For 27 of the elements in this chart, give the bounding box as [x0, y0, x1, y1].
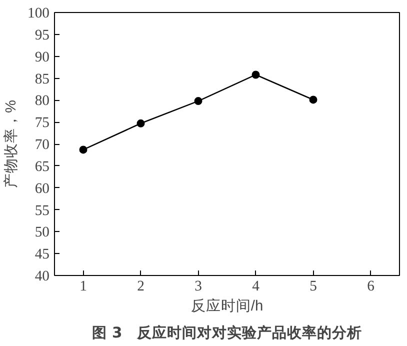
point	[194, 97, 202, 106]
y-tick-label: 45	[34, 246, 50, 263]
text: 图 3 反应时间对对实验产品收率的分析	[92, 324, 362, 342]
point	[79, 146, 88, 154]
y-tick-label: 50	[34, 224, 50, 241]
x-tick-label: 4	[252, 278, 260, 294]
point	[309, 96, 318, 104]
x-tick-label: 5	[310, 278, 317, 294]
y-tick-label: 80	[34, 93, 50, 110]
y-tick-label: 95	[34, 27, 50, 44]
y-tick-label: 60	[34, 180, 50, 197]
x-tick-label: 1	[80, 278, 87, 294]
x-tick-label: 3	[194, 278, 202, 294]
y-tick-label: 70	[34, 137, 50, 153]
y-tick-label: 55	[34, 202, 50, 219]
y-tick-label: 75	[34, 115, 50, 132]
point	[136, 119, 145, 128]
y-tick-label: 100	[28, 6, 50, 22]
y-tick-label: 90	[34, 49, 50, 66]
x-tick-label: 2	[137, 278, 144, 294]
x-axis-title: 反应时间/h	[190, 298, 264, 314]
y-axis-title: 产物收率，%	[2, 100, 20, 188]
point	[252, 70, 260, 79]
y-tick-label: 85	[34, 71, 50, 88]
x-tick-label: 6	[367, 278, 374, 294]
y-tick-label: 40	[34, 268, 50, 284]
y-tick-label: 65	[34, 158, 50, 175]
